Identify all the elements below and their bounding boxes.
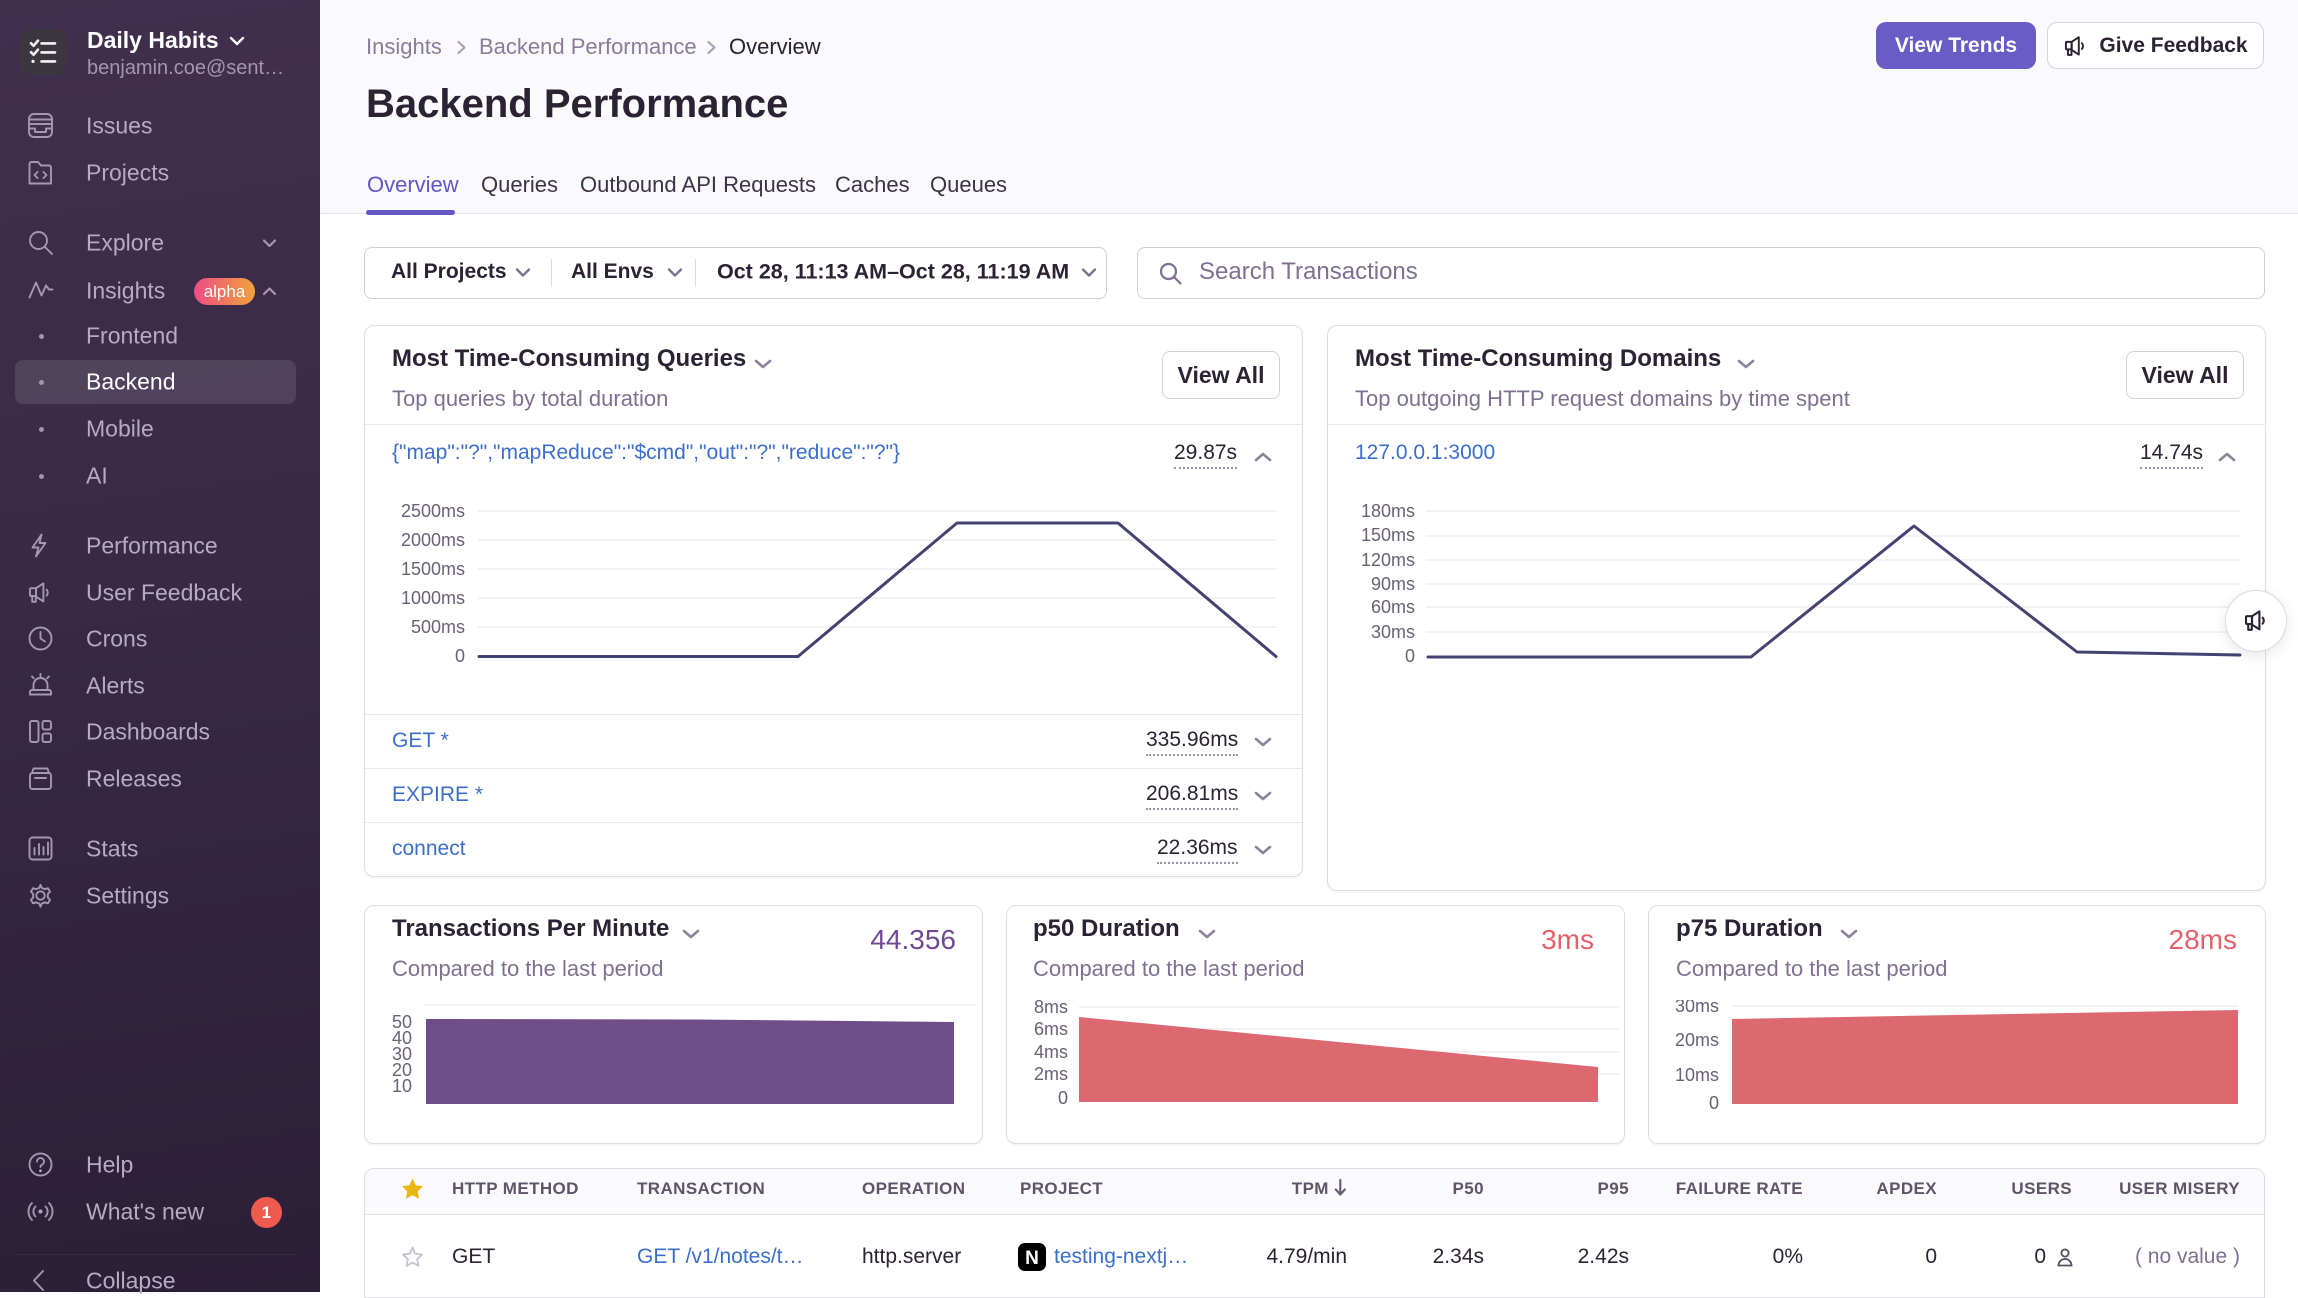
svg-text:40: 40 <box>392 1028 412 1048</box>
svg-text:150ms: 150ms <box>1361 525 1415 545</box>
svg-text:2500ms: 2500ms <box>401 501 465 521</box>
svg-text:20ms: 20ms <box>1675 1030 1719 1050</box>
svg-text:0: 0 <box>1405 646 1415 666</box>
svg-text:60ms: 60ms <box>1371 597 1415 617</box>
svg-text:0: 0 <box>1058 1088 1068 1108</box>
svg-text:2000ms: 2000ms <box>401 530 465 550</box>
svg-text:500ms: 500ms <box>411 617 465 637</box>
svg-text:1000ms: 1000ms <box>401 588 465 608</box>
svg-text:4ms: 4ms <box>1034 1042 1068 1062</box>
svg-text:10: 10 <box>392 1076 412 1096</box>
svg-text:30ms: 30ms <box>1371 622 1415 642</box>
svg-text:0: 0 <box>455 646 465 666</box>
svg-text:30: 30 <box>392 1044 412 1064</box>
svg-text:6ms: 6ms <box>1034 1019 1068 1039</box>
svg-text:50: 50 <box>392 1012 412 1032</box>
svg-text:30ms: 30ms <box>1675 1000 1719 1016</box>
svg-text:N: N <box>1025 1248 1039 1269</box>
svg-text:0: 0 <box>1709 1093 1719 1112</box>
svg-text:8ms: 8ms <box>1034 1000 1068 1017</box>
svg-text:2ms: 2ms <box>1034 1064 1068 1084</box>
svg-text:180ms: 180ms <box>1361 501 1415 521</box>
svg-text:90ms: 90ms <box>1371 574 1415 594</box>
svg-text:1500ms: 1500ms <box>401 559 465 579</box>
svg-text:10ms: 10ms <box>1675 1065 1719 1085</box>
svg-text:120ms: 120ms <box>1361 550 1415 570</box>
svg-text:20: 20 <box>392 1060 412 1080</box>
